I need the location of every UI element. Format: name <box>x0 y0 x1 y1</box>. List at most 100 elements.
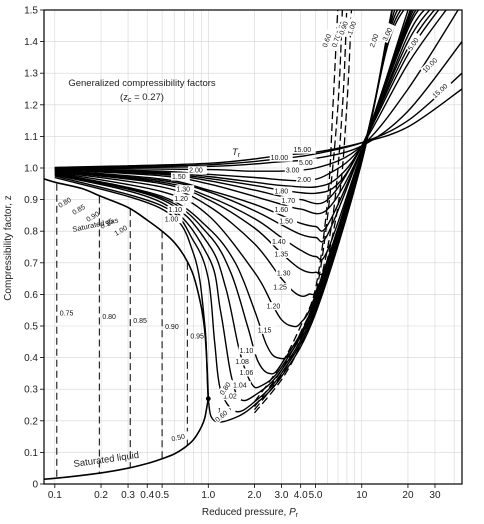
curve-label-group: 5.00 <box>298 158 317 167</box>
curve-label: 0.60 <box>322 33 333 48</box>
curve-label-bg <box>280 196 300 205</box>
tr-label: Tr <box>232 147 241 159</box>
curve-label-group: 1.30 <box>275 268 295 277</box>
curve-label: 1.08 <box>235 359 249 366</box>
curve-label-bg <box>170 172 190 181</box>
curve-label-group: 1.35 <box>273 249 293 258</box>
y-tick-label: 0 <box>32 480 38 491</box>
curve-label-group: 0.60 <box>320 28 335 50</box>
y-tick-label: 0.3 <box>24 385 38 396</box>
isotherm-15-00 <box>54 88 462 169</box>
curve-label-bg <box>320 28 335 50</box>
curve-label-bg <box>275 268 295 277</box>
curve-label-group: 1.30 <box>175 185 195 194</box>
curve-label-group: 0.90 <box>337 16 351 37</box>
curve-label-group: 1.60 <box>273 205 293 214</box>
curve-label: 1.35 <box>274 251 288 258</box>
curve-label: 1.30 <box>176 187 190 194</box>
curve-label-group: 1.10 <box>238 346 258 355</box>
curve-label-bg <box>345 16 360 37</box>
grid <box>44 10 462 484</box>
y-tick-label: 0.9 <box>24 195 38 206</box>
curve-label-group: 1.50 <box>170 172 190 181</box>
curve-label-bg <box>232 381 251 390</box>
curve-label: 1.80 <box>274 188 288 195</box>
y-tick-label: 0.5 <box>24 322 38 333</box>
curve-label: 2.00 <box>189 168 203 175</box>
x-tick-label: 5.0 <box>309 490 323 501</box>
x-tick-label: 0.3 <box>121 490 135 501</box>
x-tick-label: 0.5 <box>155 490 169 501</box>
curve-label-bg <box>273 249 293 258</box>
isotherm-0-70 <box>253 10 343 407</box>
x-axis-ticks: 0.1 0.2 0.3 0.4 0.5 1.0 2.0 3.0 4.0 5.0 10 20 30 <box>48 484 441 501</box>
curve-label: 1.00 <box>165 217 179 224</box>
curve-label-bg <box>188 166 207 175</box>
isotherm-1-25 <box>54 10 413 276</box>
curve-label-group: 1.10 <box>167 205 187 214</box>
curve-label: 10.00 <box>271 155 289 162</box>
isotherm-0-90 <box>253 10 353 414</box>
curve-label: 1.02 <box>223 394 237 401</box>
y-tick-label: 1.3 <box>24 69 38 80</box>
gas-region-label: 1.00 <box>114 225 129 238</box>
curve-label-bg <box>175 185 195 194</box>
chart-title: Generalized compressibility factors <box>68 78 216 89</box>
curve-label: 3.00 <box>286 168 300 175</box>
chart-subtitle: (zc = 0.27) <box>120 92 164 104</box>
curve-label-group: 1.70 <box>280 196 300 205</box>
curve-label-bg <box>292 145 316 154</box>
curve-label-group: 1.25 <box>272 283 292 292</box>
curve-label: 15.00 <box>294 147 312 154</box>
x-tick-label: 0.2 <box>94 490 108 501</box>
y-tick-label: 1.0 <box>24 164 38 175</box>
curve-label-bg <box>273 186 293 195</box>
curve-label-group: 1.02 <box>222 392 241 401</box>
curve-label-bg <box>269 153 293 162</box>
curve-label-group: 1.20 <box>265 302 285 311</box>
curve-label: 3.00 <box>382 27 394 42</box>
curve-label-bg <box>429 78 453 101</box>
saturated-gas-curve <box>44 178 210 399</box>
isotherm-10-00 <box>54 72 462 169</box>
isotherm-1-40 <box>54 10 420 232</box>
curve-label: 1.10 <box>168 207 182 214</box>
isotherm-0-60 <box>253 10 339 403</box>
curve-label: 1.40 <box>272 239 286 246</box>
x-tick-label: 20 <box>402 490 414 501</box>
curve-label-bg <box>273 205 293 214</box>
saturated-liquid-curve <box>44 398 210 480</box>
two-phase-label: 0.85 <box>133 318 147 325</box>
isotherm-0-80 <box>253 10 348 411</box>
curve-label-group: 1.08 <box>234 357 254 366</box>
curve-label-bg <box>270 237 290 246</box>
curve-label-group: 1.40 <box>270 237 290 246</box>
curve-label-bg <box>265 302 285 311</box>
curve-label-group: 0.50 <box>169 431 190 443</box>
curve-label-bg <box>163 215 183 224</box>
y-tick-label: 1.1 <box>24 132 38 143</box>
plot-frame <box>43 9 463 485</box>
x-tick-label: 0.4 <box>140 490 154 501</box>
y-tick-label: 1.2 <box>24 100 38 111</box>
curve-label: 1.10 <box>240 348 254 355</box>
curve-label: 1.20 <box>174 196 188 203</box>
isotherm-1-35 <box>54 10 417 243</box>
critical-point <box>205 396 211 402</box>
curve-label-bg <box>278 216 298 225</box>
curve-label: 0.90 <box>339 21 350 36</box>
curve-label: 1.50 <box>172 174 186 181</box>
curve-label-group: 1.06 <box>238 368 258 377</box>
x-tick-label: 10 <box>356 490 368 501</box>
curve-label: 0.70 <box>331 33 342 48</box>
curve-label-bg <box>167 205 187 214</box>
curve-label-group: 1.00 <box>345 16 360 37</box>
y-tick-label: 0.7 <box>24 258 38 269</box>
curve-label-bg <box>272 283 292 292</box>
curve-label-group: 2.00 <box>367 28 382 50</box>
curve-label-group: 15.00 <box>292 145 316 154</box>
x-axis-title: Reduced pressure, Pr <box>202 507 299 519</box>
y-tick-label: 1.5 <box>24 6 38 17</box>
x-tick-label: 4.0 <box>294 490 308 501</box>
